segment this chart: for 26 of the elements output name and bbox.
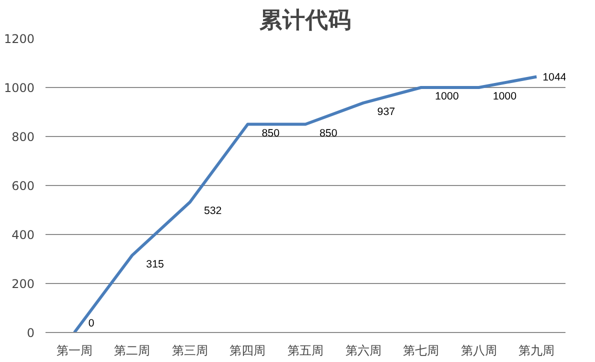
y-tick-label: 1000 xyxy=(4,81,35,95)
data-label: 0 xyxy=(88,318,94,330)
x-tick-label: 第六周 xyxy=(345,344,382,358)
x-tick-label: 第八周 xyxy=(460,344,497,358)
x-tick-label: 第三周 xyxy=(172,344,208,358)
x-tick-label: 第四周 xyxy=(230,344,266,358)
y-tick-label: 1200 xyxy=(4,32,35,46)
data-label: 315 xyxy=(146,258,164,270)
y-tick-label: 800 xyxy=(12,130,34,144)
x-tick-label: 第二周 xyxy=(114,344,150,358)
x-tick-label: 第九周 xyxy=(518,344,555,358)
data-label: 1000 xyxy=(435,90,459,102)
y-tick-label: 200 xyxy=(12,277,34,291)
data-label: 532 xyxy=(204,205,222,218)
data-label: 850 xyxy=(320,127,338,140)
x-tick-label: 第五周 xyxy=(288,344,324,358)
y-tick-label: 600 xyxy=(12,179,34,193)
data-label: 850 xyxy=(262,127,280,140)
chart-title: 累计代码 xyxy=(258,8,352,34)
y-tick-label: 400 xyxy=(12,228,34,242)
x-tick-label: 第一周 xyxy=(56,344,92,358)
y-tick-label: 0 xyxy=(26,326,35,340)
line-series xyxy=(72,75,538,332)
data-label: 937 xyxy=(377,106,396,118)
x-tick-label: 第七周 xyxy=(403,344,440,358)
data-label: 1000 xyxy=(492,90,517,102)
